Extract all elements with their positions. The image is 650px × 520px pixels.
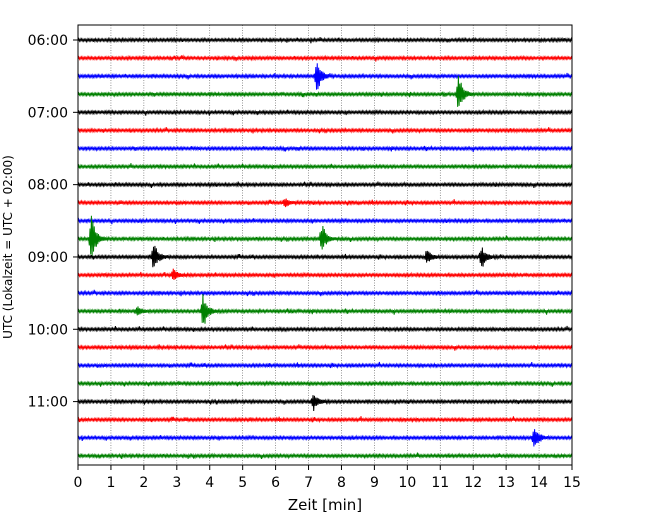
trace-3 — [77, 75, 573, 107]
trace-17 — [77, 343, 573, 351]
y-tick-label-0: 06:00 — [28, 33, 68, 49]
x-tick-label-4: 4 — [205, 475, 214, 491]
trace-13 — [77, 268, 573, 280]
trace-22 — [77, 429, 573, 447]
x-tick-label-7: 7 — [304, 475, 313, 491]
trace-20 — [77, 395, 573, 412]
trace-19 — [77, 380, 573, 387]
trace-21 — [77, 416, 573, 424]
plot-background — [78, 25, 572, 465]
x-tick-label-1: 1 — [106, 475, 115, 491]
x-tick-label-5: 5 — [238, 475, 247, 491]
x-tick-label-3: 3 — [172, 475, 181, 491]
y-tick-label-2: 08:00 — [28, 178, 68, 194]
x-tick-label-11: 11 — [431, 475, 449, 491]
grid-lines — [110, 25, 540, 465]
trace-5 — [77, 127, 573, 135]
trace-4 — [77, 108, 573, 116]
x-tick-label-14: 14 — [530, 475, 548, 491]
trace-12 — [77, 245, 573, 268]
seismogram-traces — [77, 36, 573, 460]
plot-frame — [77, 24, 573, 466]
trace-2 — [77, 63, 573, 90]
trace-14 — [77, 289, 573, 297]
trace-16 — [77, 325, 573, 333]
x-tick-label-12: 12 — [464, 475, 482, 491]
trace-10 — [77, 217, 573, 225]
trace-11 — [77, 215, 573, 257]
trace-8 — [77, 180, 573, 189]
y-tick-label-4: 10:00 — [28, 322, 68, 338]
trace-1 — [77, 54, 573, 62]
y-tick-label-3: 09:00 — [28, 250, 68, 266]
x-tick-label-13: 13 — [497, 475, 515, 491]
y-axis-ticks: 06:00 07:00 08:00 09:00 10:00 11:00 — [28, 33, 78, 411]
x-tick-label-15: 15 — [563, 475, 581, 491]
trace-23 — [77, 452, 573, 460]
trace-7 — [77, 163, 573, 170]
x-tick-label-0: 0 — [74, 475, 83, 491]
x-axis-ticks: 0 1 2 3 4 5 6 7 8 9 10 11 12 13 14 15 — [74, 465, 581, 491]
y-tick-label-5: 11:00 — [28, 395, 68, 411]
y-axis-label: UTC (Lokalzeit = UTC + 02:00) — [1, 155, 15, 339]
trace-6 — [77, 144, 573, 153]
x-tick-label-2: 2 — [139, 475, 148, 491]
x-axis-label: Zeit [min] — [288, 496, 362, 514]
trace-9 — [77, 198, 573, 208]
x-tick-label-6: 6 — [271, 475, 280, 491]
trace-15 — [77, 294, 573, 324]
x-tick-label-10: 10 — [398, 475, 416, 491]
trace-18 — [77, 361, 573, 369]
trace-0 — [77, 36, 573, 44]
x-tick-label-8: 8 — [337, 475, 346, 491]
y-tick-label-1: 07:00 — [28, 105, 68, 121]
x-tick-label-9: 9 — [370, 475, 379, 491]
